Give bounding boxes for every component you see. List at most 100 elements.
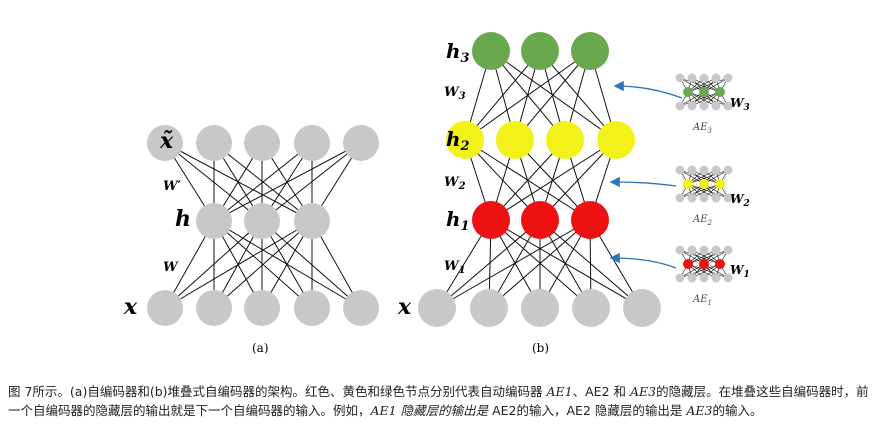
mini-node-hidden	[699, 259, 709, 269]
node-h1	[571, 201, 609, 239]
edge	[691, 263, 721, 279]
mini-autoencoder-3	[675, 73, 733, 111]
mini-node	[711, 101, 721, 111]
mini-node-hidden	[699, 179, 709, 189]
edge	[691, 77, 721, 93]
panel-b-nodes	[418, 32, 661, 327]
node-h2	[546, 121, 584, 159]
caption-text-2: 、AE2 和	[572, 384, 630, 399]
node-x-tilde	[244, 125, 280, 161]
weight-label-w1: W1	[444, 259, 466, 276]
node-x	[521, 289, 559, 327]
node-x-tilde	[147, 125, 183, 161]
edge	[514, 50, 591, 141]
mini-node	[687, 73, 697, 83]
edge	[436, 219, 541, 309]
edge	[679, 169, 721, 185]
mini-node	[711, 245, 721, 255]
node-h	[294, 203, 330, 239]
mini-node	[699, 165, 709, 175]
figure-caption: 图 7所示。(a)自编码器和(b)堆叠式自编码器的架构。红色、黄色和绿色节点分别…	[8, 382, 874, 420]
mini-node	[723, 73, 733, 83]
mini-node	[723, 245, 733, 255]
mini-node	[711, 165, 721, 175]
mini-autoencoder-2	[675, 165, 733, 203]
edge	[261, 142, 362, 222]
node-x-tilde	[343, 125, 379, 161]
mini-node-hidden	[715, 259, 725, 269]
edge	[691, 169, 721, 185]
mini-node	[711, 273, 721, 283]
edge	[490, 219, 592, 309]
edge	[687, 91, 717, 107]
caption-ae3b: AE3	[686, 403, 713, 418]
node-h2	[496, 121, 534, 159]
edge	[490, 219, 643, 309]
weight-label-w: W	[163, 260, 179, 275]
node-x	[343, 290, 379, 326]
weight-label-w-prime: W′	[163, 179, 182, 194]
mini-node	[699, 245, 709, 255]
mini-node	[711, 193, 721, 203]
mini-node	[723, 165, 733, 175]
node-h	[196, 203, 232, 239]
caption-text-5: 隐藏层的输出是	[590, 403, 687, 418]
edge	[687, 91, 729, 107]
node-x	[196, 290, 232, 326]
edge	[679, 77, 721, 93]
mini-node	[687, 193, 697, 203]
node-h3	[521, 32, 559, 70]
panel-label-b: (b)	[532, 341, 549, 355]
mini-node	[687, 165, 697, 175]
arrow-ae3	[613, 80, 683, 99]
edge	[464, 50, 591, 141]
node-x	[147, 290, 183, 326]
mini-node	[699, 73, 709, 83]
caption-ae3: AE3	[629, 384, 657, 399]
mini-node	[675, 73, 685, 83]
mini-node	[675, 193, 685, 203]
edge	[691, 183, 721, 199]
mini-node	[675, 245, 685, 255]
layer-label-h3: h3	[446, 39, 470, 66]
mini-node-hidden	[715, 87, 725, 97]
edge	[687, 263, 729, 279]
node-h2	[597, 121, 635, 159]
mini-node-hidden	[683, 87, 693, 97]
arrow-ae1	[609, 252, 677, 269]
edge	[213, 142, 362, 222]
mini-node	[687, 273, 697, 283]
edge	[687, 183, 717, 199]
edge	[164, 220, 263, 309]
edge	[687, 169, 717, 185]
mini-node-hidden	[683, 179, 693, 189]
edge	[679, 249, 721, 265]
node-h1	[472, 201, 510, 239]
figure: x̃ W′ h W x (a) h3 W3 h2 W2 h1 W1 x (b) …	[123, 32, 750, 355]
node-h1	[521, 201, 559, 239]
mini-w2-label: W2	[730, 192, 750, 209]
node-h	[244, 203, 280, 239]
panel-a-nodes	[147, 125, 379, 326]
node-x	[572, 289, 610, 327]
layer-label-h2: h2	[446, 127, 470, 154]
mini-node	[687, 245, 697, 255]
layer-label-x-tilde: x̃	[159, 128, 174, 154]
arrow-ae2	[609, 176, 677, 188]
caption-text-4: AE2的输入，	[488, 403, 567, 418]
edge	[213, 220, 313, 309]
mini-node-hidden	[699, 87, 709, 97]
node-x	[244, 290, 280, 326]
mini-node	[699, 193, 709, 203]
edge	[687, 77, 717, 93]
mini-autoencoder-1	[675, 245, 733, 283]
edge	[490, 139, 617, 221]
caption-ae2: AE2	[566, 403, 591, 418]
edge	[687, 249, 729, 265]
mini-w3-label: W3	[730, 96, 750, 113]
layer-label-h: h	[175, 206, 191, 232]
node-h3	[571, 32, 609, 70]
edge	[488, 219, 591, 309]
edge	[687, 263, 717, 279]
edge	[164, 220, 313, 309]
